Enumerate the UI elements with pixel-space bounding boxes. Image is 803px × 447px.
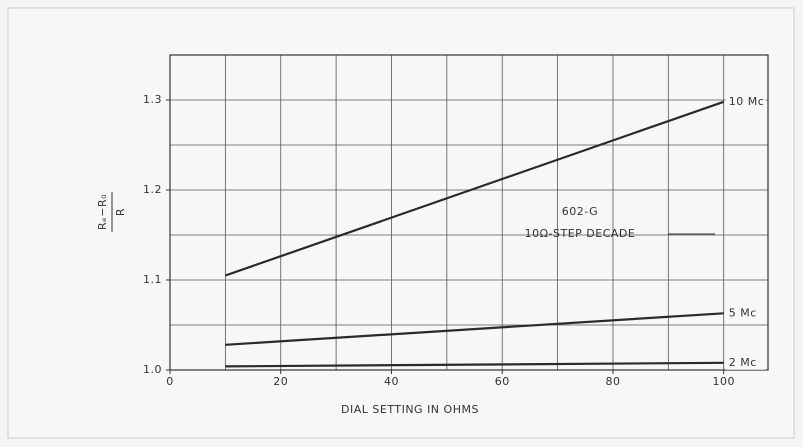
y-tick-label: 1.1 — [143, 273, 162, 286]
x-tick-label: 0 — [166, 375, 174, 388]
panel — [7, 7, 795, 439]
y-tick-label: 1.2 — [143, 183, 162, 196]
y-label-denominator: R — [114, 208, 127, 216]
series-line — [225, 312, 724, 346]
series-line — [225, 361, 724, 368]
annotation-title: 602-G — [562, 205, 598, 218]
series-label: 10 Mc — [729, 95, 765, 108]
x-axis-label: DIAL SETTING IN OHMS — [341, 403, 479, 416]
series-label: 5 Mc — [729, 306, 757, 319]
series-label-bg — [725, 306, 766, 321]
series-line — [225, 100, 725, 277]
y-axis-label: Rₑ−R₀ R — [96, 192, 127, 232]
x-tick-label: 80 — [605, 375, 620, 388]
y-label-numerator: Rₑ−R₀ — [96, 194, 109, 230]
y-tick-label: 1.0 — [143, 363, 162, 376]
annotation-subtitle: 10Ω-STEP DECADE — [525, 227, 636, 240]
x-tick-label: 60 — [495, 375, 510, 388]
x-tick-label: 40 — [384, 375, 399, 388]
x-tick-label: 100 — [712, 375, 735, 388]
y-tick-label: 1.3 — [143, 93, 162, 106]
series-label: 2 Mc — [729, 356, 757, 369]
series-label-bg — [725, 94, 766, 109]
x-tick-label: 20 — [273, 375, 288, 388]
plot-frame — [169, 54, 769, 371]
series-label-bg — [725, 355, 766, 370]
